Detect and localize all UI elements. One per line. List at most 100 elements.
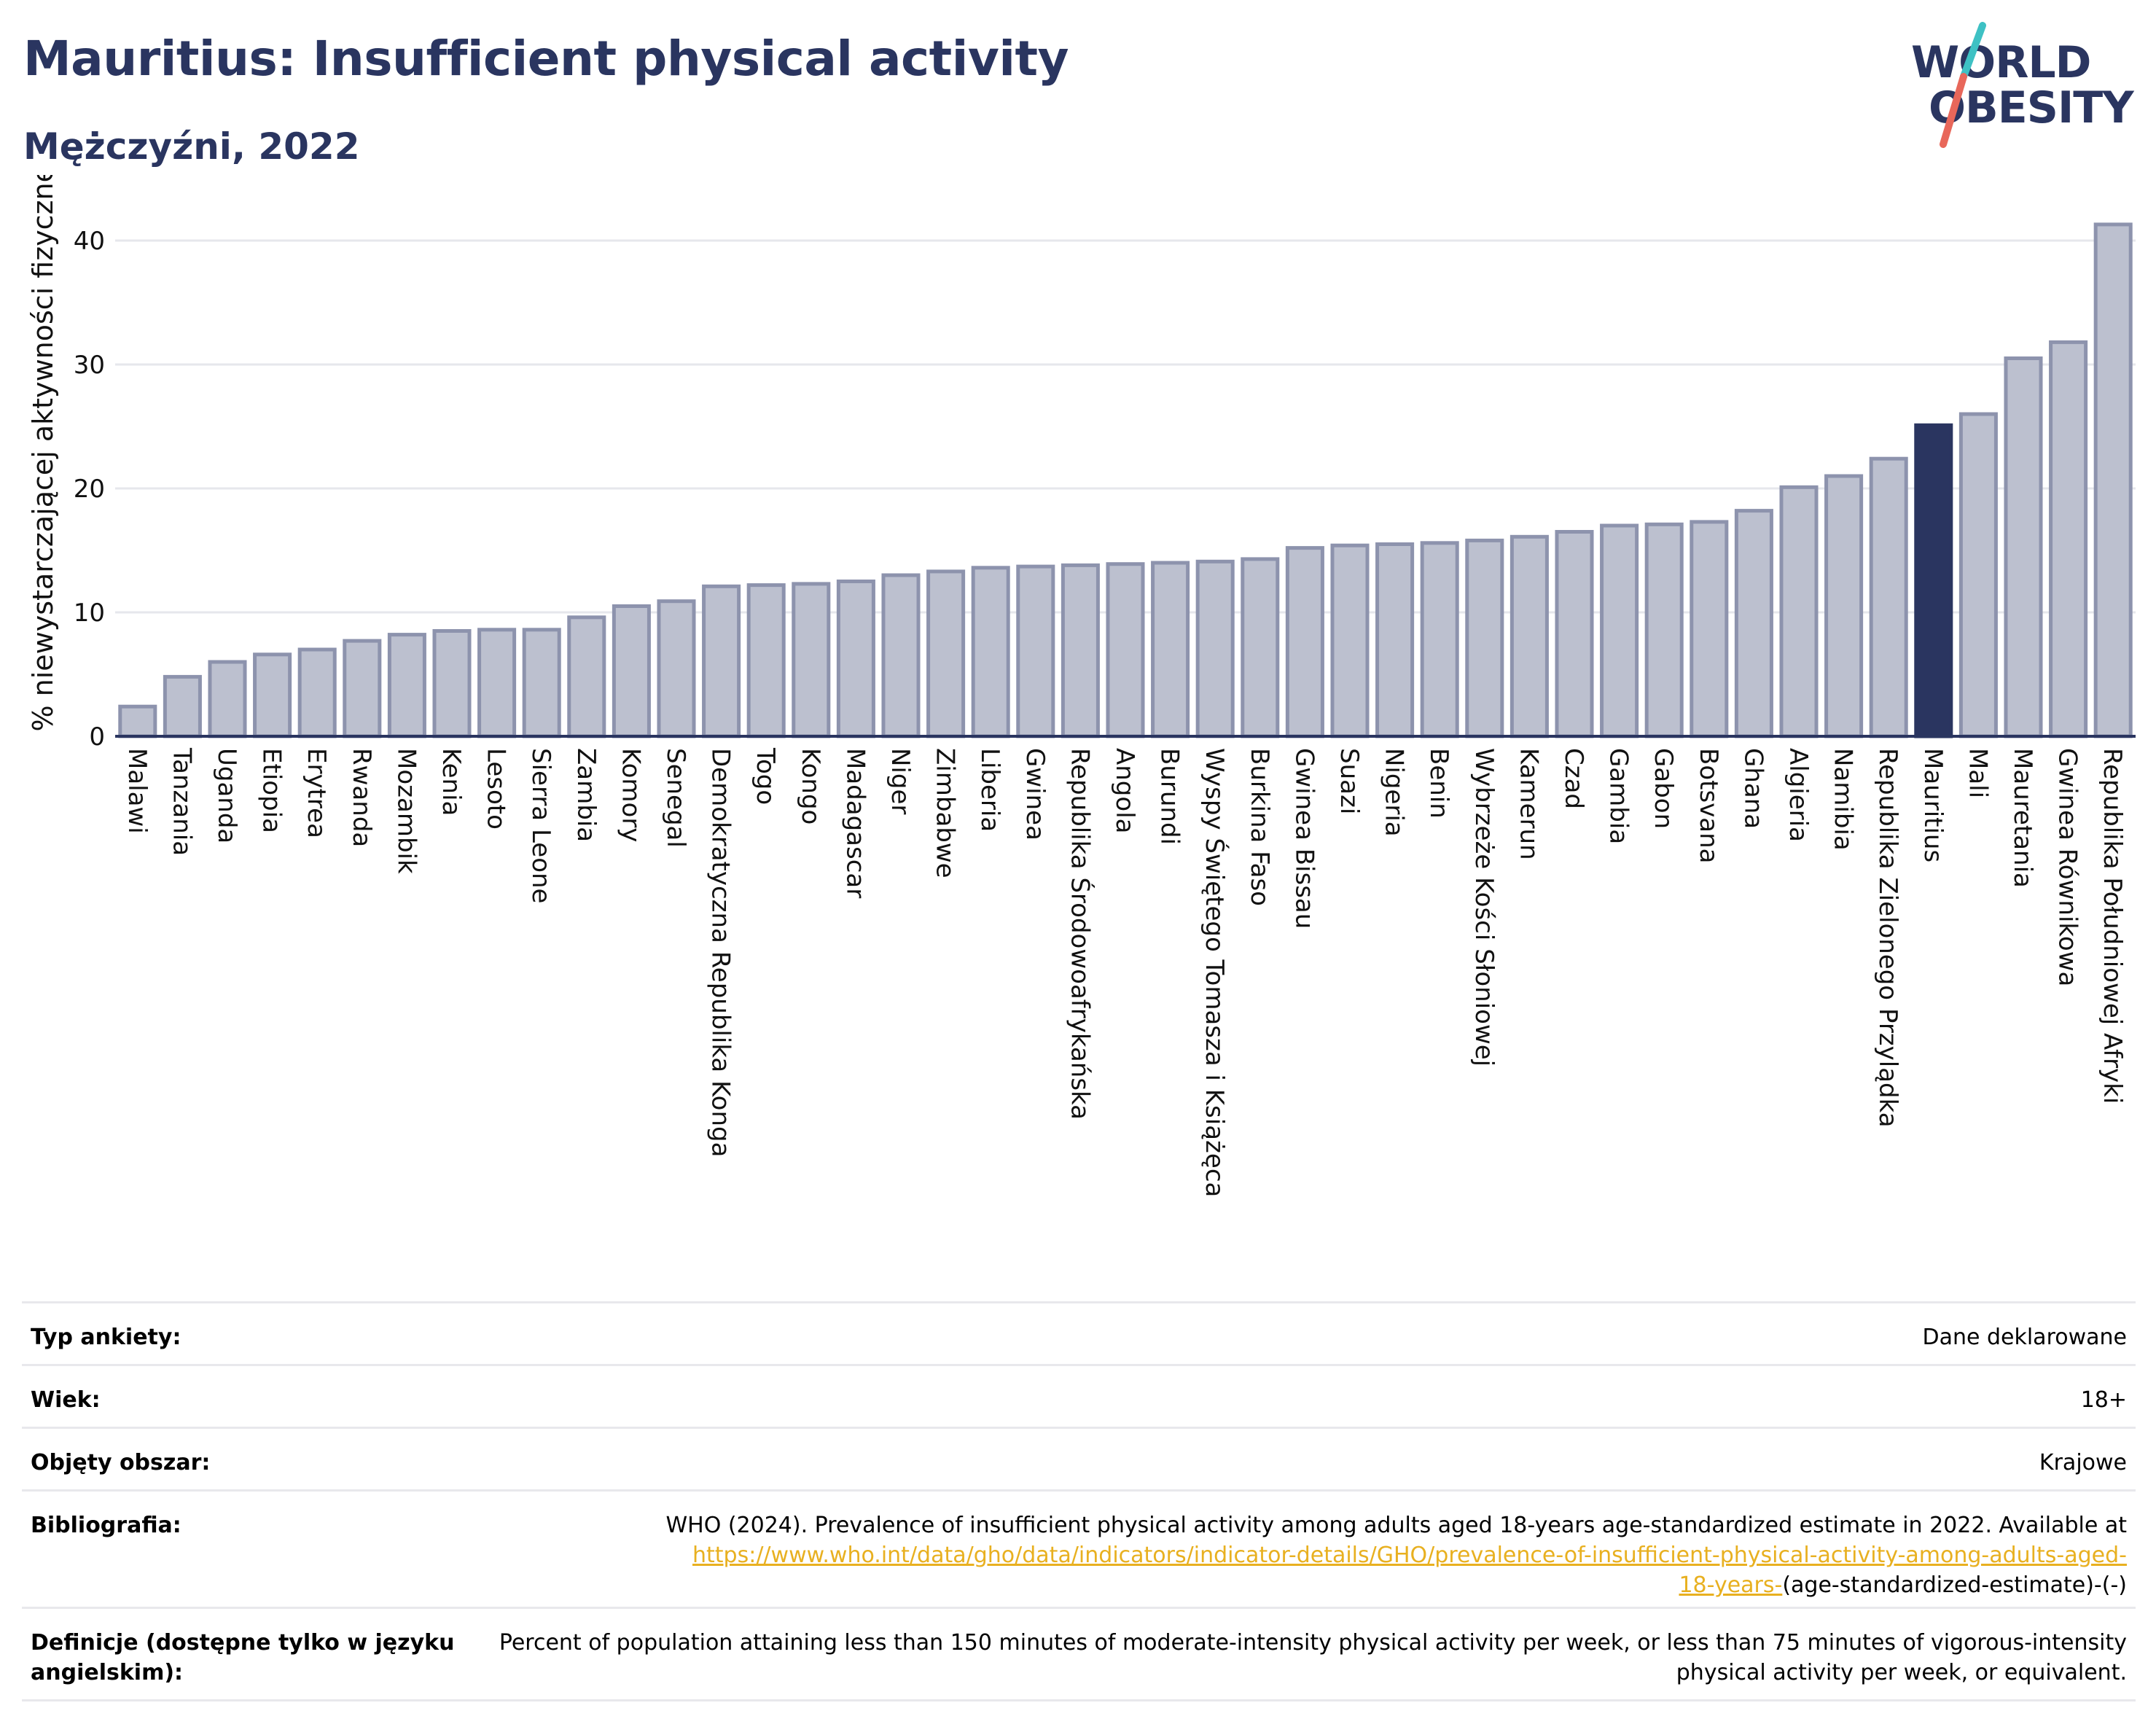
x-tick-label: Czad [1559,748,1588,809]
x-tick-label: Wyspy Świętego Tomasza i Książęca [1200,748,1230,1197]
bar [1824,474,1864,738]
logo-slash-icon [1940,22,1986,148]
bar [1420,541,1459,738]
info-table: Typ ankiety: Dane deklarowane Wiek: 18+ … [22,1301,2136,1701]
bar [1285,546,1324,738]
bar [1106,562,1145,738]
x-tick-label: Komory [616,748,645,842]
info-row-bibliography: Bibliografia: WHO (2024). Prevalence of … [22,1489,2136,1608]
x-tick-label: Benin [1424,748,1453,819]
logo-line-1: WORLD [1911,37,2091,88]
bibliography-value: WHO (2024). Prevalence of insufficient p… [477,1489,2136,1608]
x-tick-label: Wybrzeże Kości Słoniowej [1469,748,1499,1067]
definitions-label: Definicje (dostępne tylko w języku angie… [22,1607,477,1701]
x-tick-label: Mauretania [2008,748,2037,888]
bar-chart: 0 10 20 30 40 % niewystarczającej aktywności … [27,175,2136,1197]
bar [1151,561,1190,738]
bar [1465,538,1504,738]
x-tick-label: Zambia [571,748,601,842]
y-tick-label: 10 [74,599,105,628]
x-tick-label: Namibia [1829,748,1858,851]
x-tick-label: Mali [1963,748,1992,798]
x-tick-label: Kongo [796,748,825,824]
x-tick-label: Gambia [1604,748,1633,844]
bar [1779,485,1819,738]
definitions-value: Percent of population attaining less tha… [477,1607,2136,1701]
x-tick-label: Uganda [212,748,241,843]
x-tick-label: Republika Środowoafrykańska [1065,748,1095,1120]
bar [1330,543,1370,738]
x-tick-label: Madagascar [840,748,870,898]
bar [792,582,831,738]
info-row-definitions: Definicje (dostępne tylko w języku angie… [22,1607,2136,1701]
x-tick-label: Burkina Faso [1245,748,1274,906]
info-row-survey-type: Typ ankiety: Dane deklarowane [22,1301,2136,1365]
x-tick-label: Etiopia [257,748,286,833]
bibliography-link[interactable]: https://www.who.int/data/gho/data/indica… [692,1543,2127,1568]
bar [2049,340,2088,738]
x-tick-label: Gwinea [1020,748,1050,841]
world-obesity-logo: WORLD OBESITY [1895,22,2143,153]
x-tick-label: Malawi [122,748,152,834]
age-label: Wiek: [22,1364,477,1428]
info-row-area: Objęty obszar: Krajowe [22,1427,2136,1491]
x-tick-label: Tanzania [167,747,196,856]
bar [1600,523,1639,738]
page-title: Mauritius: Insufficient physical activit… [23,31,1069,87]
x-tick-label: Nigeria [1380,748,1409,837]
x-tick-label: Mauritius [1918,748,1948,862]
age-value: 18+ [477,1364,2136,1428]
x-tick-label: Kamerun [1514,748,1543,860]
x-tick-label: Erytrea [302,748,331,838]
bar [297,647,337,738]
bar [1509,534,1549,738]
x-tick-label: Republika Południowej Afryki [2098,748,2127,1104]
logo-line-2: OBESITY [1929,82,2134,133]
bibliography-text: WHO (2024). Prevalence of insufficient p… [665,1513,2127,1538]
bar [477,628,517,738]
x-tick-label: Demokratyczna Republika Konga [706,748,735,1157]
info-row-age: Wiek: 18+ [22,1364,2136,1428]
bar [612,604,651,738]
bar [1734,509,1773,738]
bar [836,580,875,738]
bar [522,628,561,738]
bar [1869,456,1908,738]
bar [746,583,786,738]
bar [1375,542,1415,738]
bar [1195,559,1235,738]
x-tick-label: Suazi [1335,748,1364,814]
bar [702,584,741,738]
x-tick-label: Mozambik [391,748,421,874]
x-tick-label: Botsvana [1694,748,1723,864]
bar [163,674,202,738]
y-tick-label: 20 [74,475,105,504]
x-tick-label: Togo [751,747,780,805]
y-axis-label: % niewystarczającej aktywności fizycznej [27,175,59,732]
bar [1241,557,1280,738]
y-tick-label: 0 [89,722,105,752]
bar [2093,222,2133,738]
x-tick-label: Angola [1110,748,1139,833]
bar [343,639,382,738]
bar [118,704,157,738]
y-tick-label: 40 [74,227,105,256]
bar [1914,423,1953,738]
x-tick-label: Gabon [1649,748,1678,829]
x-tick-label: Sierra Leone [526,748,555,903]
area-label: Objęty obszar: [22,1427,477,1491]
x-tick-label: Algieria [1784,748,1813,842]
x-tick-label: Ghana [1738,748,1768,829]
bar [1644,522,1684,738]
bar [1690,520,1729,738]
bar [971,566,1010,738]
bar [432,629,472,738]
bar [2004,356,2043,738]
x-tick-label: Republika Zielonego Przylądka [1873,748,1902,1128]
survey-type-value: Dane deklarowane [477,1301,2136,1365]
bar [881,573,921,738]
bibliography-link-continued[interactable]: 18-years- [1679,1572,1783,1598]
bar [387,633,426,738]
x-tick-label: Lesoto [482,748,511,830]
x-tick-label: Niger [886,748,915,814]
